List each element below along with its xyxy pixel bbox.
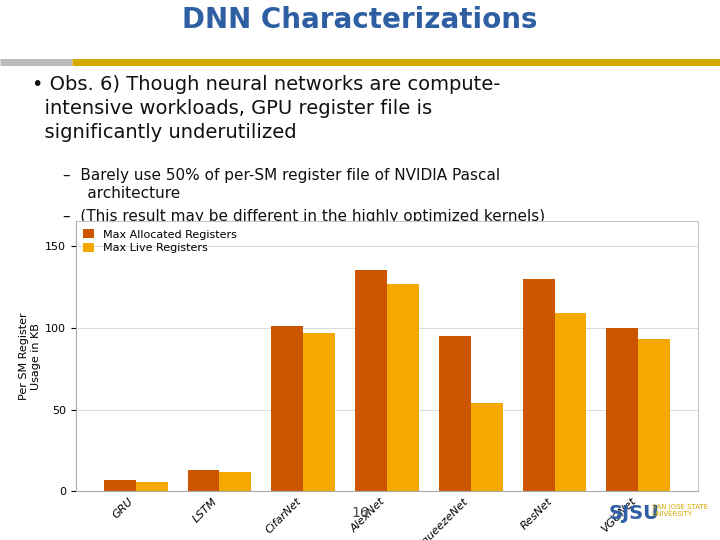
- Legend: Max Allocated Registers, Max Live Registers: Max Allocated Registers, Max Live Regist…: [81, 227, 240, 255]
- Text: DNN Characterizations: DNN Characterizations: [182, 5, 538, 33]
- Bar: [188, 470, 220, 491]
- Bar: [554, 313, 586, 491]
- Bar: [387, 284, 419, 491]
- Bar: [439, 336, 471, 491]
- Text: –  Barely use 50% of per-SM register file of NVIDIA Pascal
     architecture: – Barely use 50% of per-SM register file…: [63, 168, 500, 201]
- Bar: [220, 472, 251, 491]
- Bar: [606, 328, 638, 491]
- Bar: [471, 403, 503, 491]
- Bar: [638, 339, 670, 491]
- Bar: [303, 333, 335, 491]
- Bar: [104, 480, 136, 491]
- Text: 16: 16: [351, 507, 369, 520]
- Text: SAN JOSÉ STATE
UNIVERSITY: SAN JOSÉ STATE UNIVERSITY: [652, 503, 708, 517]
- Text: SJSU: SJSU: [608, 504, 660, 523]
- Text: –  (This result may be different in the highly optimized kernels): – (This result may be different in the h…: [63, 208, 545, 224]
- Bar: [355, 271, 387, 491]
- Bar: [136, 482, 168, 491]
- Bar: [271, 326, 303, 491]
- Y-axis label: Per SM Register
Usage in KB: Per SM Register Usage in KB: [19, 313, 41, 400]
- Text: • Obs. 6) Though neural networks are compute-
  intensive workloads, GPU registe: • Obs. 6) Though neural networks are com…: [32, 75, 500, 142]
- Bar: [523, 279, 554, 491]
